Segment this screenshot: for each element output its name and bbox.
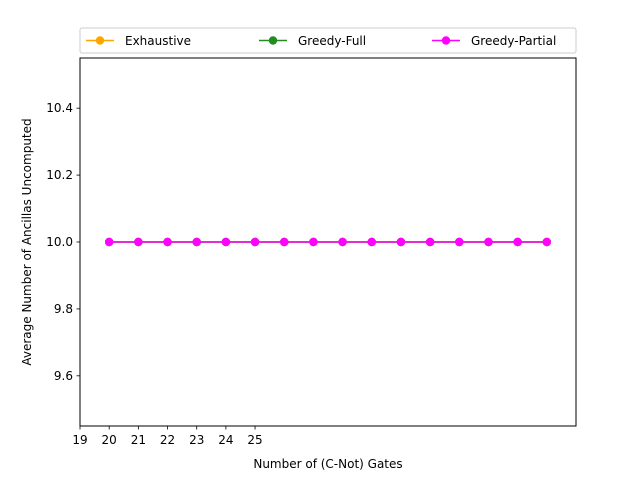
data-point	[309, 237, 318, 247]
data-point	[338, 237, 347, 247]
data-point	[542, 237, 552, 247]
x-tick-label: 21	[131, 433, 146, 447]
data-point	[134, 237, 143, 247]
data-point	[425, 237, 435, 247]
x-axis: 19 20 21 22 23 24 25	[72, 426, 263, 447]
legend-label: Greedy-Partial	[471, 34, 556, 48]
data-point	[221, 237, 231, 247]
x-tick-label: 19	[72, 433, 87, 447]
data-point	[163, 237, 172, 247]
data-point	[192, 237, 201, 247]
x-tick-label: 23	[189, 433, 204, 447]
data-point	[484, 237, 493, 247]
y-tick-label: 10.2	[46, 168, 73, 182]
y-tick-label: 10.4	[46, 101, 73, 115]
legend-marker	[268, 36, 278, 45]
legend-label: Exhaustive	[125, 34, 191, 48]
data-point	[396, 237, 406, 247]
legend-label: Greedy-Full	[298, 34, 366, 48]
x-tick-label: 20	[102, 433, 117, 447]
x-tick-label: 22	[160, 433, 175, 447]
x-tick-label: 24	[218, 433, 233, 447]
y-axis: 9.6 9.8 10.0 10.2 10.4	[46, 101, 80, 383]
data-point	[513, 237, 522, 247]
legend-frame	[79, 27, 577, 54]
data-point	[455, 237, 464, 247]
data-point	[280, 237, 289, 247]
x-axis-label: Number of (C-Not) Gates	[253, 457, 402, 471]
legend-marker	[95, 36, 105, 45]
legend-items: Exhaustive Greedy-Full Greedy-Partial	[86, 34, 556, 48]
y-tick-label: 9.8	[54, 302, 73, 316]
data-point	[104, 237, 114, 247]
data-point	[250, 237, 260, 247]
y-tick-label: 10.0	[46, 235, 73, 249]
legend-marker	[441, 36, 451, 45]
series-layer	[104, 237, 552, 247]
x-tick-label: 25	[247, 433, 262, 447]
y-axis-label: Average Number of Ancillas Uncomputed	[20, 118, 34, 365]
legend: Exhaustive Greedy-Full Greedy-Partial	[79, 27, 577, 54]
data-point	[367, 237, 376, 247]
y-tick-label: 9.6	[54, 369, 73, 383]
